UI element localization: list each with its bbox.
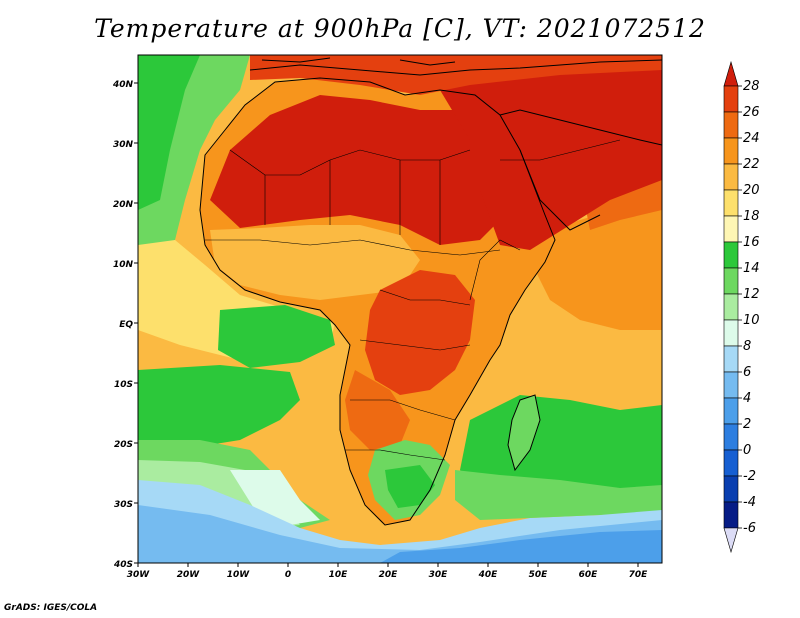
colorbar-label: 0 (743, 443, 751, 458)
southern-ocean-deep-blue (380, 530, 662, 563)
colorbar-swatch (723, 189, 739, 217)
indian-ocean-light-green (455, 470, 662, 520)
sahel-band (210, 225, 420, 300)
lat-label: 30S (114, 500, 133, 510)
lat-label: 10S (114, 380, 133, 390)
lon-label: 10E (329, 570, 349, 580)
colorbar-label: 2 (743, 417, 751, 432)
angola-warm (345, 370, 410, 450)
coastlines (199, 57, 662, 526)
lon-labels: 30W 20W 10W 0 10E 20E 30E 40E 50E 60E 70… (127, 570, 648, 580)
lon-label: 40E (478, 570, 499, 580)
colorbar (723, 60, 742, 554)
lat-label: 10N (113, 260, 134, 270)
lon-label: 30W (127, 570, 151, 580)
south-africa-highveld (385, 465, 435, 508)
colorbar-label: 4 (743, 391, 751, 406)
lat-label: 40N (112, 80, 134, 90)
colorbar-swatch (723, 423, 739, 451)
colorbar-swatch (723, 137, 739, 165)
lon-label: 20W (177, 570, 201, 580)
chart-title: Temperature at 900hPa [C], VT: 202107251… (94, 14, 706, 43)
colorbar-swatch (723, 397, 739, 425)
colorbar-arrow-bottom (723, 527, 739, 554)
colorbar-swatch (723, 241, 739, 269)
colorbar-label: 22 (743, 157, 760, 172)
lat-label: 30N (113, 140, 134, 150)
colorbar-swatch (723, 293, 739, 321)
colorbar-label: 8 (743, 339, 751, 354)
colorbar-label: 14 (743, 261, 760, 276)
colorbar-label: 26 (743, 105, 760, 120)
colorbar-swatch (723, 345, 739, 373)
arabia-iran-hot (440, 60, 662, 250)
colorbar-label: 12 (743, 287, 760, 302)
lon-label: 50E (529, 570, 549, 580)
sahara-hot (210, 95, 515, 245)
map-field (138, 55, 662, 563)
country-borders (205, 139, 621, 461)
colorbar-label: 20 (743, 183, 760, 198)
axis-ticks (134, 82, 639, 567)
colorbar-swatch (723, 501, 739, 529)
lat-label: 20S (114, 440, 133, 450)
colorbar-arrow-top (723, 60, 739, 87)
lon-label: 20E (379, 570, 399, 580)
colorbar-label: 24 (743, 131, 760, 146)
lon-label: 70E (629, 570, 649, 580)
lon-label: 60E (579, 570, 599, 580)
colorbar-labels: 28 26 24 22 20 18 16 14 12 10 8 6 4 2 0 … (743, 79, 760, 536)
colorbar-swatch (723, 371, 739, 399)
colorbar-label: 16 (743, 235, 760, 250)
lon-label: 30E (429, 570, 449, 580)
lat-labels: 40N 30N 20N 10N EQ 10S 20S 30S 40S (112, 80, 134, 570)
north-atlantic-cooler (138, 55, 200, 210)
colorbar-swatch (723, 475, 739, 503)
south-atlantic-pale (230, 470, 320, 525)
colorbar-label: -2 (743, 469, 756, 484)
colorbar-swatch (723, 267, 739, 295)
lon-label: 10W (227, 570, 251, 580)
colorbar-swatch (723, 111, 739, 139)
colorbar-label: -4 (743, 495, 756, 510)
south-atlantic-green-tongue (218, 305, 335, 368)
lat-label: 20N (113, 200, 134, 210)
colorbar-swatch (723, 319, 739, 347)
colorbar-swatch (723, 215, 739, 243)
south-atlantic-green (138, 365, 300, 450)
lon-label: 0 (285, 570, 291, 580)
colorbar-label: 28 (743, 79, 760, 94)
lat-label: EQ (119, 320, 133, 330)
lat-label: 40S (113, 560, 133, 570)
colorbar-swatch (723, 449, 739, 477)
grads-credit: GrADS: IGES/COLA (4, 603, 98, 613)
colorbar-swatch (723, 163, 739, 191)
map-frame (137, 54, 663, 564)
colorbar-label: 10 (743, 313, 760, 328)
colorbar-swatch (723, 85, 739, 113)
colorbar-label: -6 (743, 521, 756, 536)
colorbar-label: 6 (743, 365, 751, 380)
colorbar-label: 18 (743, 209, 760, 224)
madagascar (508, 395, 540, 470)
